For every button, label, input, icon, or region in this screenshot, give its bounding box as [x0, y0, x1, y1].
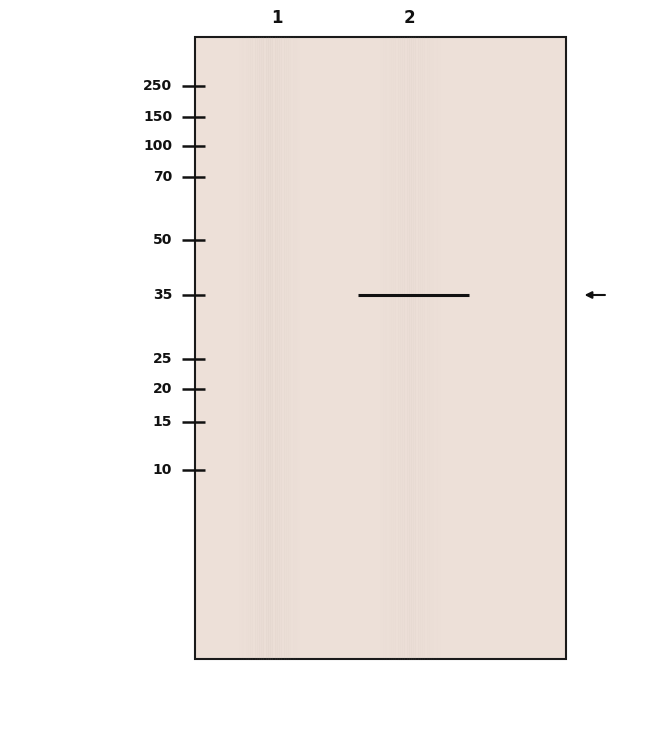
Text: 15: 15	[153, 414, 172, 429]
Text: 150: 150	[143, 110, 172, 124]
Text: 1: 1	[271, 10, 282, 27]
Text: 20: 20	[153, 382, 172, 397]
Text: 2: 2	[404, 10, 416, 27]
Text: 25: 25	[153, 351, 172, 366]
Text: 35: 35	[153, 288, 172, 302]
Bar	[195, 37, 566, 659]
Text: 70: 70	[153, 170, 172, 184]
Text: 250: 250	[143, 79, 172, 94]
Text: 10: 10	[153, 463, 172, 477]
Text: 100: 100	[143, 139, 172, 154]
Text: 50: 50	[153, 233, 172, 247]
